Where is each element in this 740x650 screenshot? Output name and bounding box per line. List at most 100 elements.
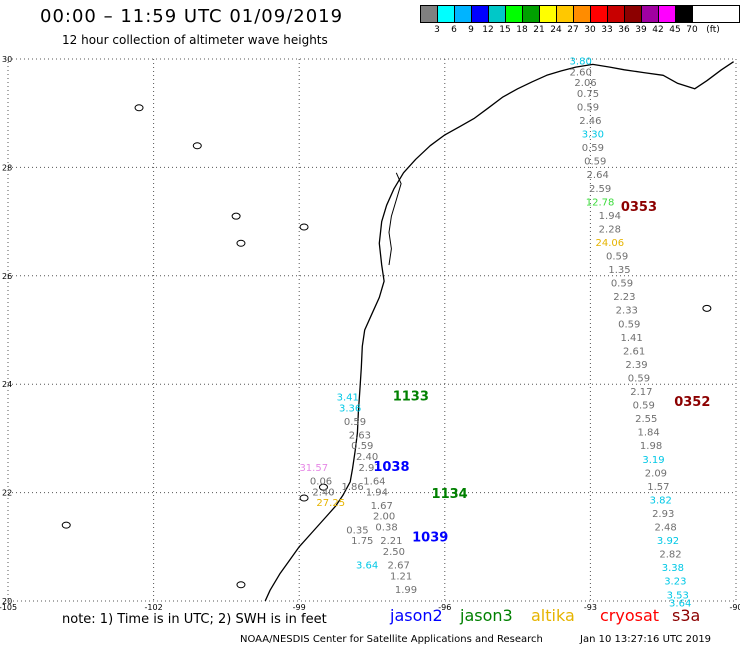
wave-height-value: 2.39 [625, 360, 647, 371]
wave-height-value: 3.36 [339, 403, 361, 414]
wave-height-value: 3.53 [667, 590, 689, 601]
wave-height-value: 2.50 [383, 547, 405, 558]
lon-tick-label: -90 [729, 603, 740, 612]
island-shape [299, 223, 309, 231]
wave-height-value: 0.59 [633, 401, 655, 412]
mission-jason2: jason2 [390, 606, 443, 625]
pass-time-label: 0352 [674, 395, 710, 410]
legend-swatch [523, 6, 540, 22]
footer-note: note: 1) Time is in UTC; 2) SWH is in fe… [62, 612, 327, 627]
pass-time-label: 1134 [432, 487, 468, 502]
legend-label: 42 [652, 25, 664, 35]
wave-height-value: 0.59 [618, 319, 640, 330]
wave-height-value: 2.21 [380, 536, 402, 547]
pass-time-label: 1133 [393, 389, 429, 404]
legend-swatch [472, 6, 489, 22]
wave-height-value: 1.67 [371, 501, 393, 512]
wave-height-value: 2.28 [599, 224, 621, 235]
wave-height-value: 1.98 [640, 441, 662, 452]
wave-height-value: 12.78 [586, 197, 615, 208]
wave-height-value: 0.59 [611, 279, 633, 290]
legend-label: 9 [468, 25, 474, 35]
lat-tick-label: 24 [2, 380, 12, 389]
legend-swatch [591, 6, 608, 22]
wave-height-value: 27.25 [316, 498, 345, 509]
wave-height-value: 2.63 [349, 430, 371, 441]
legend-label: 6 [451, 25, 457, 35]
wave-height-value: 0.38 [375, 523, 397, 534]
legend-color-bar [420, 5, 740, 23]
wave-height-value: 1.86 [341, 482, 363, 493]
island-shape [231, 212, 241, 220]
pass-time-label: 1039 [412, 530, 448, 545]
wave-height-value: 3.92 [657, 536, 679, 547]
mission-s3a: s3a [672, 606, 701, 625]
legend-label: 45 [669, 25, 681, 35]
wave-height-value: 0.59 [344, 417, 366, 428]
island-shape [318, 483, 328, 491]
wave-height-value: 1.84 [638, 428, 660, 439]
map-subtitle: 12 hour collection of altimeter wave hei… [62, 33, 328, 47]
legend-label: 39 [635, 25, 647, 35]
legend-label: 24 [550, 25, 562, 35]
wave-height-value: 1.75 [351, 536, 373, 547]
wave-height-value: 0.59 [584, 157, 606, 168]
wave-height-value: 1.21 [390, 571, 412, 582]
wave-height-value: 0.59 [577, 102, 599, 113]
wave-height-value: 2.46 [579, 116, 601, 127]
lat-tick-label: 26 [2, 272, 12, 281]
wave-height-value: 0.59 [351, 441, 373, 452]
legend-swatch [574, 6, 591, 22]
legend-swatch [625, 6, 642, 22]
legend-label: 36 [618, 25, 630, 35]
wave-height-value: 0.59 [628, 373, 650, 384]
wave-height-value: 2.61 [623, 346, 645, 357]
wave-height-value: 3.80 [570, 56, 592, 67]
lon-tick-label: -105 [0, 603, 17, 612]
wave-height-value: 2.40 [312, 487, 334, 498]
wave-height-value: 3.19 [642, 455, 664, 466]
island-shape [236, 581, 246, 589]
island-shape [134, 104, 144, 112]
wave-height-value: 2.33 [616, 306, 638, 317]
lat-tick-label: 30 [2, 55, 12, 64]
pass-time-label: 1038 [373, 460, 409, 475]
wave-height-value: 1.64 [363, 476, 385, 487]
legend-swatch [455, 6, 472, 22]
legend-swatch [659, 6, 676, 22]
wave-height-value: 1.57 [647, 482, 669, 493]
wave-height-value: 2.64 [587, 170, 609, 181]
axis-tick-labels: -105 -102 -99 -96 -93 -90 30 28 26 24 22 20 [0, 55, 740, 612]
wave-height-value: 2.06 [574, 78, 596, 89]
color-legend: 3 6 9 12 15 18 21 24 27 30 33 36 39 42 45 70 (ft) [420, 5, 740, 35]
credit-text: NOAA/NESDIS Center for Satellite Applica… [240, 634, 543, 645]
wave-height-value: 3.30 [582, 130, 604, 141]
wave-height-value: 3.41 [337, 392, 359, 403]
legend-label: 33 [601, 25, 613, 35]
wave-height-observations: 3.802.602.060.75 0.59 2.46 3.30 0.59 0.59 2.64… [299, 56, 691, 609]
wave-height-value: 2.59 [589, 184, 611, 195]
generation-timestamp: Jan 10 13:27:16 UTC 2019 [580, 634, 712, 645]
island-shape [299, 494, 309, 502]
wave-height-value: 3.64 [669, 598, 691, 609]
wave-height-value: 3.82 [650, 495, 672, 506]
wave-height-value: 2.67 [388, 560, 410, 571]
legend-swatch [540, 6, 557, 22]
wave-height-value: 1.94 [599, 211, 621, 222]
lon-tick-label: -96 [438, 603, 451, 612]
islands [61, 104, 712, 589]
wave-height-value: 0.59 [606, 252, 628, 263]
coastline-path [264, 61, 734, 602]
wave-height-value: 3.23 [664, 577, 686, 588]
lat-tick-label: 20 [2, 597, 12, 606]
legend-label: 3 [434, 25, 440, 35]
wave-height-value: 3.64 [356, 560, 378, 571]
legend-swatch [642, 6, 659, 22]
wave-height-value: 0.06 [310, 476, 332, 487]
lon-tick-label: -99 [293, 603, 306, 612]
wave-height-value: 2.93 [652, 509, 674, 520]
map-title: 00:00 – 11:59 UTC 01/09/2019 [40, 6, 344, 27]
legend-swatch [438, 6, 455, 22]
legend-swatch [608, 6, 625, 22]
